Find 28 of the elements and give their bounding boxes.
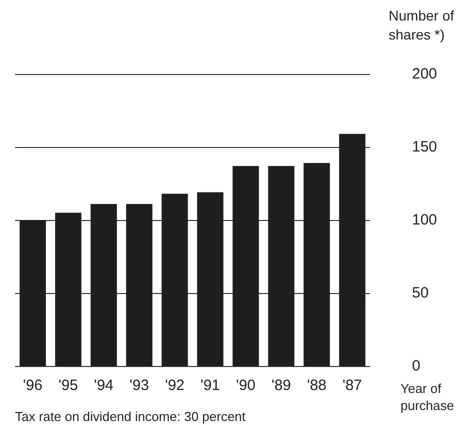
x-tick-label: '95 bbox=[58, 377, 78, 394]
x-tick-label: '94 bbox=[94, 377, 114, 394]
y-tick-label: 50 bbox=[412, 284, 429, 302]
x-tick-label: '91 bbox=[200, 377, 220, 394]
x-tick-label: '90 bbox=[236, 377, 256, 394]
bar bbox=[90, 204, 117, 366]
x-tick-label: '88 bbox=[306, 377, 327, 394]
bar bbox=[20, 220, 46, 366]
x-tick-label: '89 bbox=[271, 377, 292, 394]
x-tick-label: '93 bbox=[129, 377, 150, 394]
bar bbox=[55, 212, 82, 366]
x-tick-label: '87 bbox=[342, 377, 362, 394]
y-axis-title: Number of shares *) bbox=[388, 8, 454, 42]
x-tick-label: '92 bbox=[164, 377, 185, 394]
text: Tax rate on dividend income: 30 percent bbox=[15, 409, 246, 424]
bar bbox=[232, 166, 259, 366]
x-axis-title: Year of purchase bbox=[400, 381, 454, 413]
bar bbox=[126, 204, 152, 366]
y-tick-label: 0 bbox=[412, 358, 420, 374]
bar bbox=[339, 134, 366, 366]
bar bbox=[268, 166, 294, 366]
bar bbox=[197, 192, 224, 366]
y-tick-label: 200 bbox=[412, 66, 438, 82]
x-tick-label: '96 bbox=[22, 377, 43, 394]
y-tick-label: 150 bbox=[412, 138, 438, 156]
y-tick-label: 100 bbox=[412, 212, 438, 228]
bar bbox=[304, 163, 330, 366]
bar bbox=[162, 194, 188, 366]
